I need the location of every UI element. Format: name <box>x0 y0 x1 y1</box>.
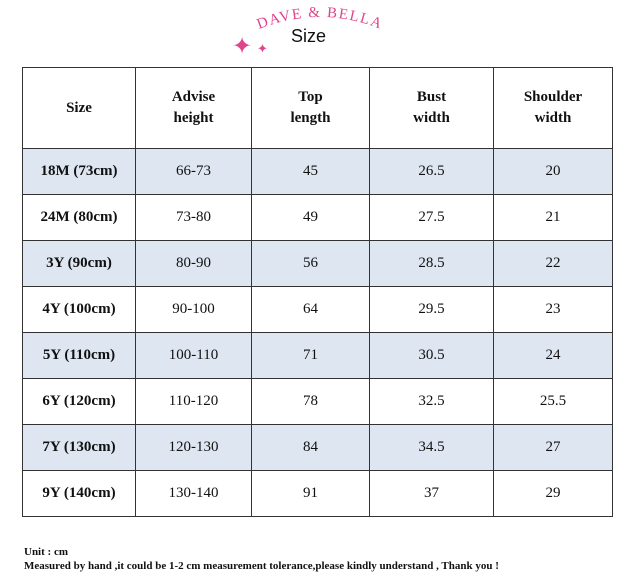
column-header-size: Size <box>22 67 136 149</box>
table-row: 18M (73cm) 66-73 45 26.5 20 <box>22 148 613 195</box>
height-cell: 90-100 <box>135 286 252 333</box>
size-cell: 9Y (140cm) <box>22 470 136 517</box>
top-length-cell: 56 <box>251 240 370 287</box>
bust-width-cell: 37 <box>369 470 494 517</box>
size-cell: 24M (80cm) <box>22 194 136 241</box>
unit-note: Unit : cm <box>24 546 68 558</box>
tolerance-note: Measured by hand ,it could be 1-2 cm mea… <box>24 560 499 572</box>
sparkle-small-icon: ✦ <box>257 42 268 57</box>
bust-width-cell: 28.5 <box>369 240 494 287</box>
sparkle-icon: ✦ <box>232 32 253 60</box>
top-length-cell: 91 <box>251 470 370 517</box>
height-cell: 80-90 <box>135 240 252 287</box>
height-cell: 110-120 <box>135 378 252 425</box>
height-cell: 66-73 <box>135 148 252 195</box>
top-length-cell: 45 <box>251 148 370 195</box>
column-header-advise-height: Advise height <box>135 67 252 149</box>
table-row: 24M (80cm) 73-80 49 27.5 21 <box>22 194 613 241</box>
column-header-shoulder-width: Shoulder width <box>493 67 613 149</box>
height-cell: 130-140 <box>135 470 252 517</box>
top-length-cell: 71 <box>251 332 370 379</box>
size-cell: 3Y (90cm) <box>22 240 136 287</box>
top-length-cell: 78 <box>251 378 370 425</box>
table-header-row: Size Advise height Top length Bust width Sh… <box>22 67 613 149</box>
height-cell: 73-80 <box>135 194 252 241</box>
column-header-top-length: Top length <box>251 67 370 149</box>
top-length-cell: 84 <box>251 424 370 471</box>
shoulder-width-cell: 27 <box>493 424 613 471</box>
shoulder-width-cell: 25.5 <box>493 378 613 425</box>
table-row: 4Y (100cm) 90-100 64 29.5 23 <box>22 286 613 333</box>
shoulder-width-cell: 21 <box>493 194 613 241</box>
bust-width-cell: 30.5 <box>369 332 494 379</box>
table-row: 6Y (120cm) 110-120 78 32.5 25.5 <box>22 378 613 425</box>
page-title: Size <box>291 26 327 46</box>
size-cell: 5Y (110cm) <box>22 332 136 379</box>
bust-width-cell: 34.5 <box>369 424 494 471</box>
header: DAVE & BELLA ✦ ✦ Size <box>0 0 640 64</box>
shoulder-width-cell: 24 <box>493 332 613 379</box>
shoulder-width-cell: 23 <box>493 286 613 333</box>
brand-logo: DAVE & BELLA <box>255 5 384 33</box>
height-cell: 120-130 <box>135 424 252 471</box>
size-cell: 4Y (100cm) <box>22 286 136 333</box>
shoulder-width-cell: 29 <box>493 470 613 517</box>
bust-width-cell: 32.5 <box>369 378 494 425</box>
table-row: 7Y (130cm) 120-130 84 34.5 27 <box>22 424 613 471</box>
column-header-bust-width: Bust width <box>369 67 494 149</box>
table-row: 5Y (110cm) 100-110 71 30.5 24 <box>22 332 613 379</box>
top-length-cell: 49 <box>251 194 370 241</box>
bust-width-cell: 26.5 <box>369 148 494 195</box>
footer-notes: Unit : cm Measured by hand ,it could be … <box>24 545 499 573</box>
size-cell: 18M (73cm) <box>22 148 136 195</box>
height-cell: 100-110 <box>135 332 252 379</box>
shoulder-width-cell: 20 <box>493 148 613 195</box>
shoulder-width-cell: 22 <box>493 240 613 287</box>
size-cell: 7Y (130cm) <box>22 424 136 471</box>
top-length-cell: 64 <box>251 286 370 333</box>
table-row: 3Y (90cm) 80-90 56 28.5 22 <box>22 240 613 287</box>
table-row: 9Y (140cm) 130-140 91 37 29 <box>22 470 613 517</box>
bust-width-cell: 27.5 <box>369 194 494 241</box>
size-cell: 6Y (120cm) <box>22 378 136 425</box>
size-chart-table: Size Advise height Top length Bust width Sh… <box>22 67 613 517</box>
bust-width-cell: 29.5 <box>369 286 494 333</box>
